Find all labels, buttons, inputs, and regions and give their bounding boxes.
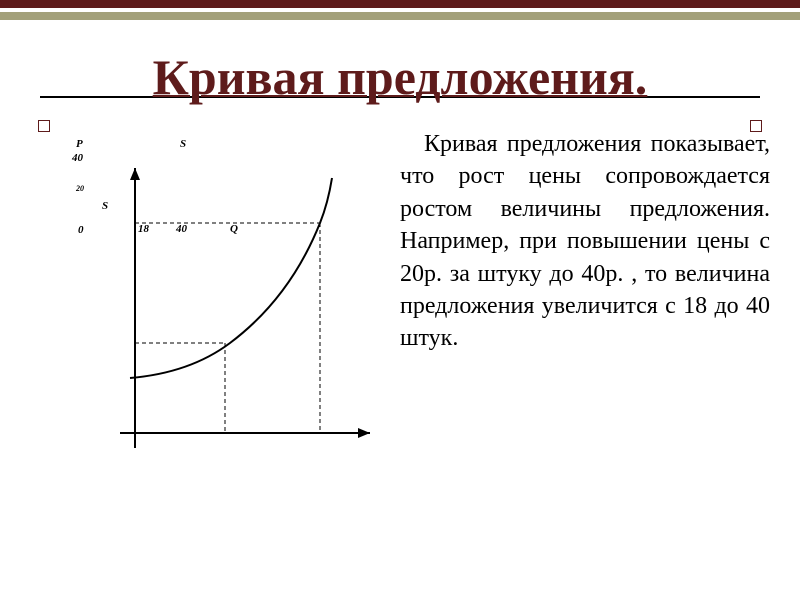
curve-label-bottom: S bbox=[102, 200, 108, 212]
decorative-square-right bbox=[750, 120, 762, 132]
curve-label-top: S bbox=[180, 138, 186, 150]
decorative-top-bars bbox=[0, 0, 800, 20]
body-paragraph: Кривая предложения показывает, что рост … bbox=[390, 128, 770, 508]
content-row: P S 40 20 0 S 18 40 Q Кривая предложения… bbox=[0, 128, 800, 508]
y-axis-label: P bbox=[76, 138, 83, 150]
supply-curve-chart: P S 40 20 0 S 18 40 Q bbox=[20, 128, 390, 508]
page-title: Кривая предложения. bbox=[153, 48, 648, 106]
y-tick-0: 0 bbox=[78, 224, 84, 236]
y-tick-40: 40 bbox=[72, 152, 83, 164]
y-tick-20: 20 bbox=[76, 184, 84, 193]
chart-svg bbox=[110, 168, 380, 468]
